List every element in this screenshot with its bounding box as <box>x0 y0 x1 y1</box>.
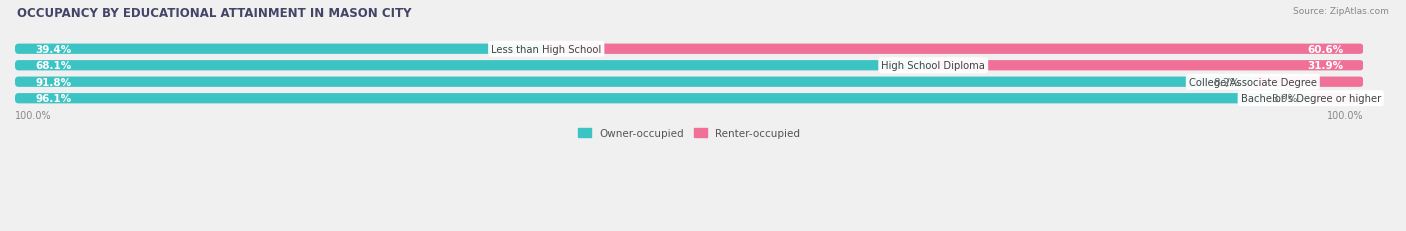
FancyBboxPatch shape <box>15 94 1364 104</box>
Text: 31.9%: 31.9% <box>1308 61 1343 71</box>
FancyBboxPatch shape <box>934 61 1364 71</box>
Text: 8.2%: 8.2% <box>1213 77 1239 87</box>
Text: 3.9%: 3.9% <box>1271 94 1298 104</box>
FancyBboxPatch shape <box>547 44 1364 55</box>
Text: 100.0%: 100.0% <box>15 110 52 120</box>
FancyBboxPatch shape <box>15 77 1364 88</box>
Text: Less than High School: Less than High School <box>491 45 602 55</box>
Legend: Owner-occupied, Renter-occupied: Owner-occupied, Renter-occupied <box>574 125 804 143</box>
Text: Bachelor's Degree or higher: Bachelor's Degree or higher <box>1240 94 1381 104</box>
FancyBboxPatch shape <box>15 44 1364 55</box>
FancyBboxPatch shape <box>15 77 1253 88</box>
FancyBboxPatch shape <box>1253 77 1364 88</box>
FancyBboxPatch shape <box>15 94 1310 104</box>
FancyBboxPatch shape <box>1310 94 1364 104</box>
Text: 60.6%: 60.6% <box>1308 45 1343 55</box>
Text: College/Associate Degree: College/Associate Degree <box>1189 77 1317 87</box>
Text: 91.8%: 91.8% <box>35 77 72 87</box>
Text: OCCUPANCY BY EDUCATIONAL ATTAINMENT IN MASON CITY: OCCUPANCY BY EDUCATIONAL ATTAINMENT IN M… <box>17 7 412 20</box>
Text: 100.0%: 100.0% <box>1327 110 1364 120</box>
FancyBboxPatch shape <box>15 44 547 55</box>
Text: 96.1%: 96.1% <box>35 94 72 104</box>
Text: High School Diploma: High School Diploma <box>882 61 986 71</box>
FancyBboxPatch shape <box>15 61 934 71</box>
Text: Source: ZipAtlas.com: Source: ZipAtlas.com <box>1294 7 1389 16</box>
Text: 68.1%: 68.1% <box>35 61 72 71</box>
FancyBboxPatch shape <box>15 61 1364 71</box>
Text: 39.4%: 39.4% <box>35 45 72 55</box>
